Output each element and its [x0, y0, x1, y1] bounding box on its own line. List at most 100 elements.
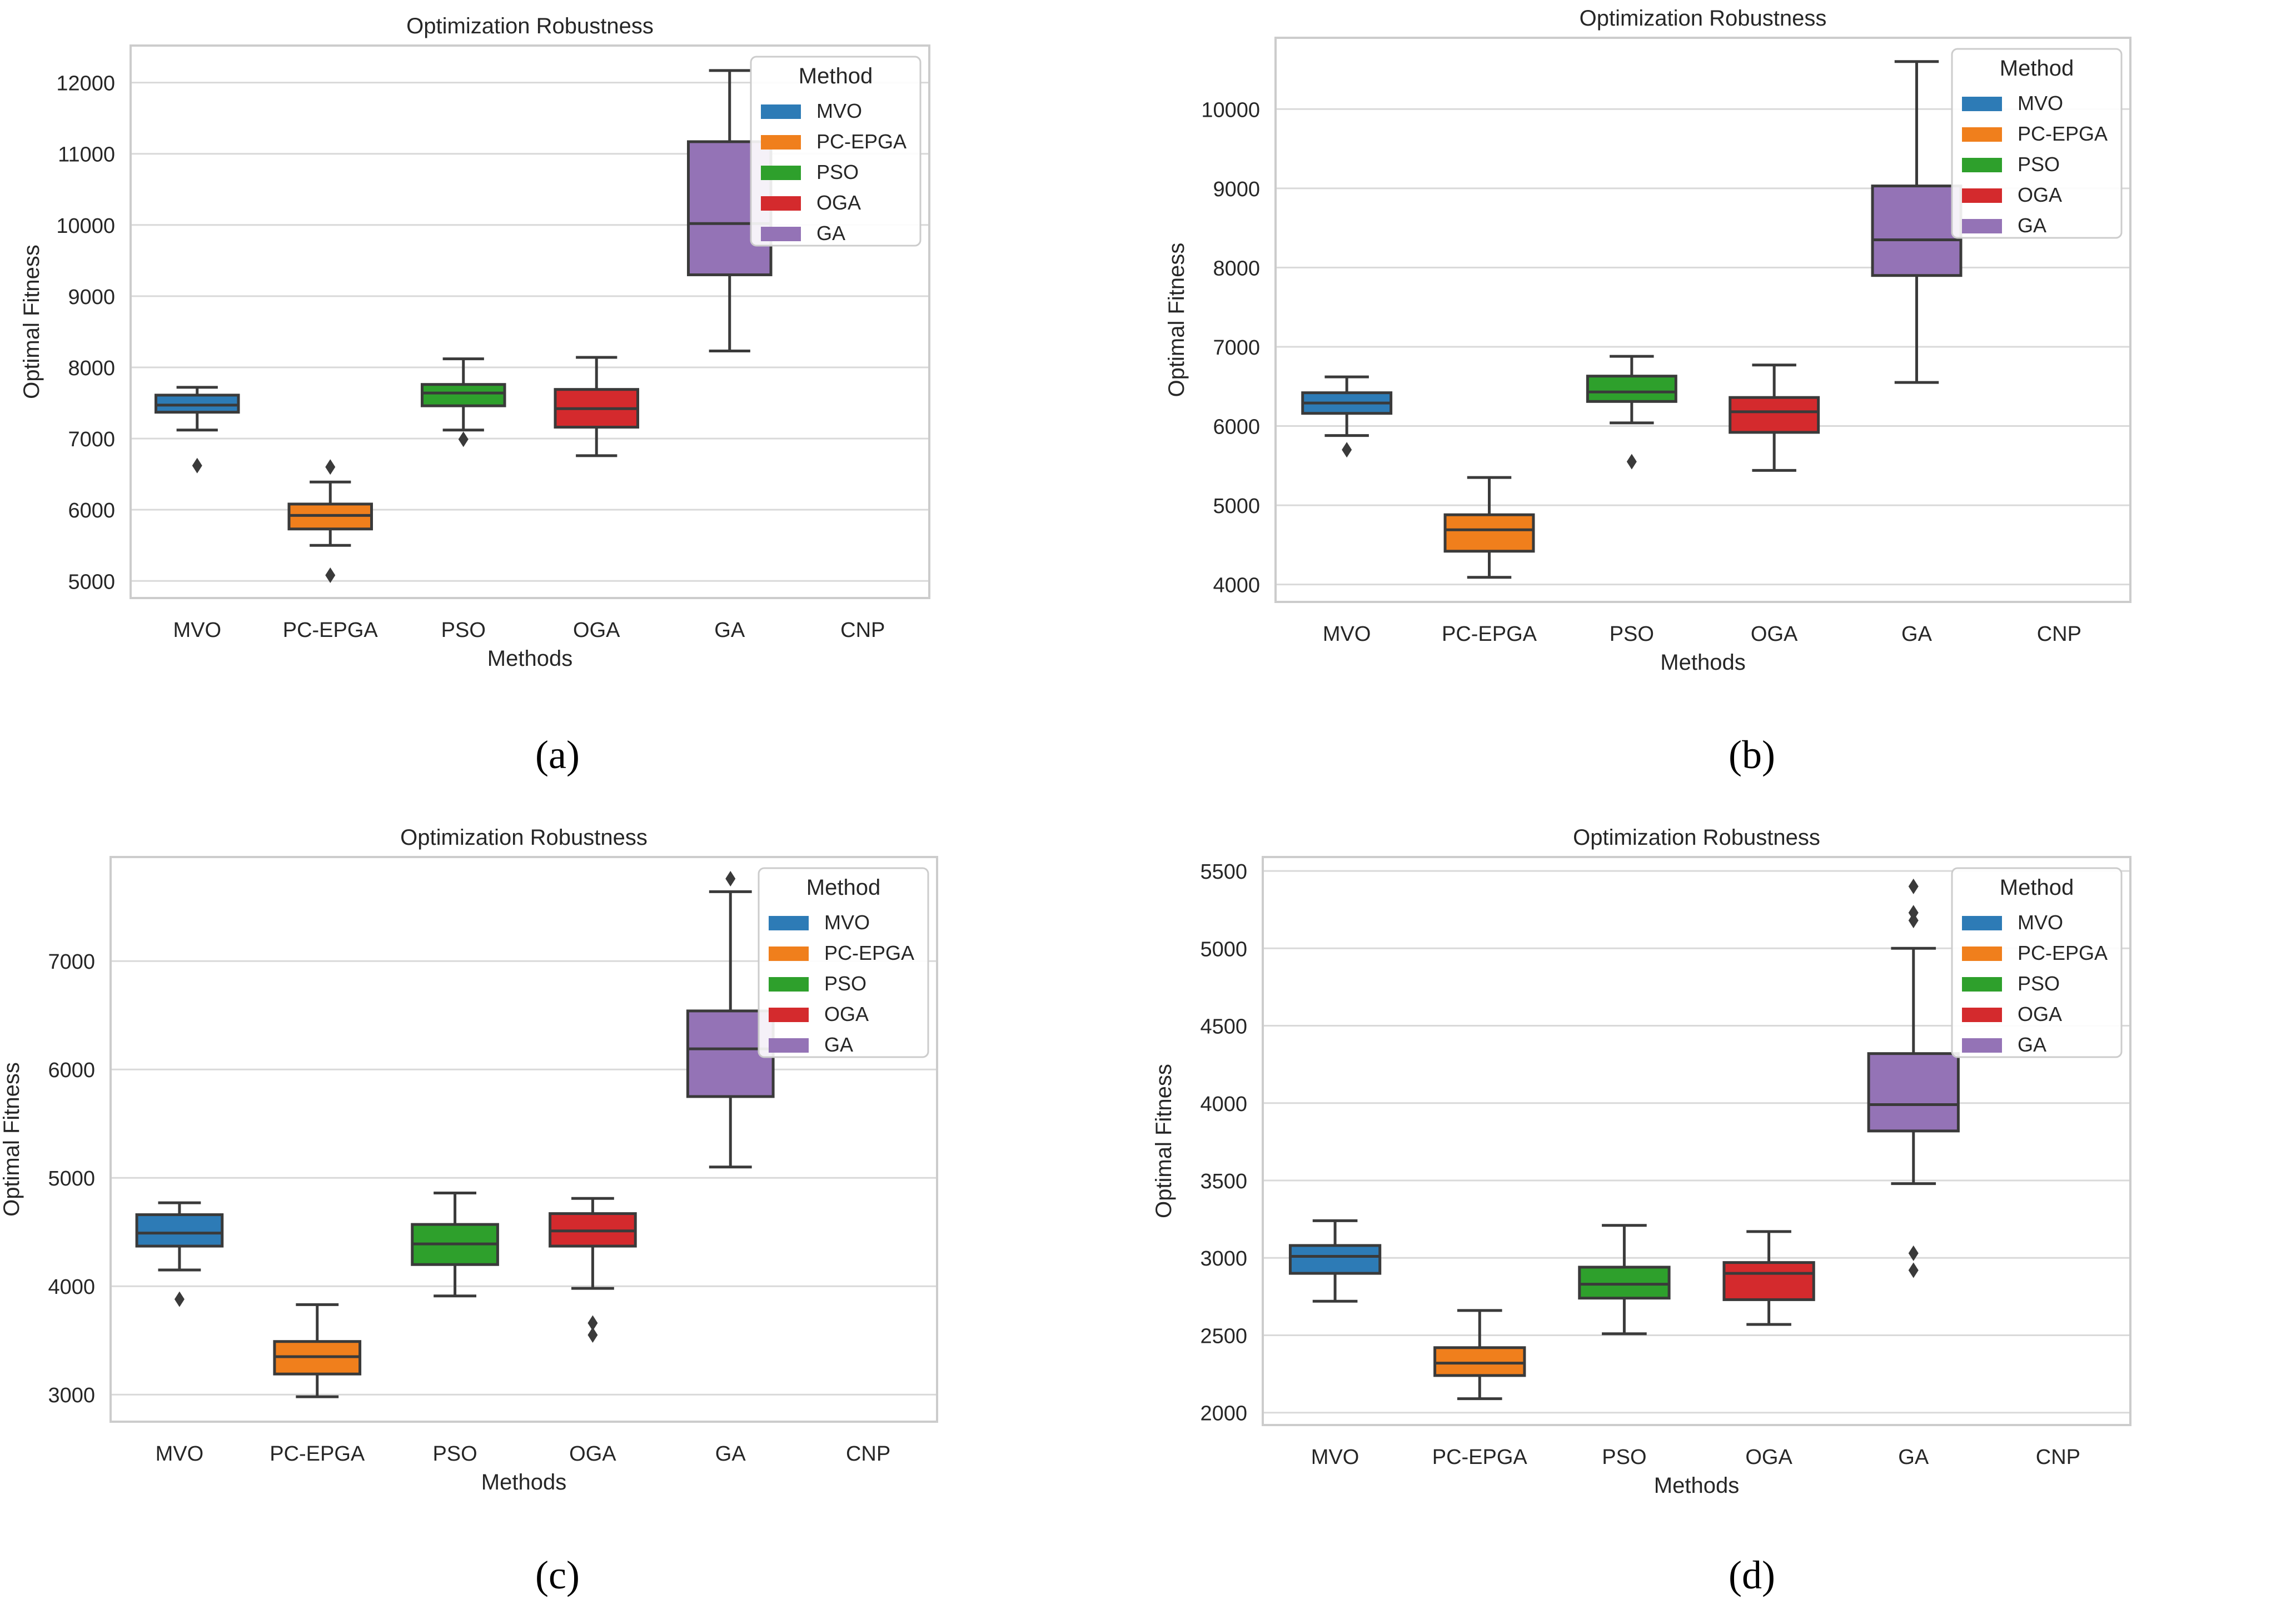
- legend-swatch-mvo: [1962, 916, 2002, 930]
- legend-title: Method: [799, 64, 873, 88]
- legend-label: MVO: [2018, 911, 2063, 934]
- chart-panel-c: 3000 4000 5000 6000 7000 MVO PC-EPGA PSO OGA GA CN…: [0, 825, 938, 1495]
- y-tick-label: 7000: [48, 950, 95, 974]
- legend-swatch-mvo: [761, 104, 801, 119]
- legend-title: Method: [806, 875, 880, 900]
- y-tick-label: 5000: [1213, 495, 1260, 518]
- x-tick-label: MVO: [156, 1442, 204, 1466]
- outlier-point: [587, 1315, 598, 1331]
- legend-label: PSO: [2018, 972, 2060, 995]
- box-pso: [1578, 1224, 1671, 1336]
- chart-panel-a: 5000 6000 7000 8000 9000 10000 11000 12000 MVO PC…: [19, 14, 930, 671]
- box-ga: [1871, 60, 1963, 384]
- legend-label: OGA: [824, 1003, 869, 1025]
- y-tick-label: 12000: [56, 72, 115, 96]
- y-tick-label: 9000: [68, 286, 115, 309]
- x-tick-label: MVO: [1311, 1446, 1359, 1469]
- legend-swatch-pc-epga: [761, 135, 801, 150]
- legend-swatch-ga: [761, 227, 801, 241]
- legend-label: PC-EPGA: [816, 130, 907, 153]
- box-mvo: [1288, 1219, 1382, 1303]
- box-pc-epga: [273, 1303, 362, 1398]
- outlier-point: [325, 567, 336, 584]
- y-tick-label: 4000: [1200, 1093, 1247, 1116]
- legend-label: PC-EPGA: [2018, 942, 2108, 964]
- y-tick-label: 5000: [1200, 938, 1247, 961]
- legend: Method MVO PC-EPGA PSO OGA GA: [758, 867, 929, 1058]
- chart-title: Optimization Robustness: [1580, 6, 1827, 31]
- x-tick-label: OGA: [573, 619, 620, 642]
- x-tick-label: OGA: [1745, 1446, 1792, 1469]
- legend-label: GA: [2018, 1033, 2046, 1056]
- legend-label: PC-EPGA: [824, 942, 914, 964]
- y-axis-label: Optimal Fitness: [1152, 1064, 1176, 1218]
- box-mvo: [1301, 375, 1393, 458]
- x-tick-label: GA: [1898, 1446, 1929, 1469]
- legend-label: PSO: [816, 161, 859, 183]
- y-tick-label: 6000: [68, 499, 115, 522]
- y-tick-label: 3000: [1200, 1247, 1247, 1271]
- outlier-point: [325, 459, 336, 475]
- y-tick-label: 10000: [1201, 98, 1260, 122]
- outlier-point: [1626, 454, 1637, 470]
- x-tick-label: CNP: [846, 1442, 890, 1466]
- legend-label: PSO: [2018, 153, 2060, 176]
- y-tick-label: 6000: [48, 1059, 95, 1082]
- legend-label: GA: [2018, 214, 2046, 237]
- legend-swatch-pso: [1962, 158, 2002, 172]
- iqr-box: [1288, 1244, 1382, 1275]
- outlier-point: [587, 1327, 598, 1343]
- iqr-box: [421, 383, 506, 407]
- y-tick-label: 5000: [48, 1167, 95, 1190]
- plot-frame: [1262, 856, 2131, 1426]
- legend-title: Method: [2000, 56, 2074, 81]
- iqr-box: [1722, 1261, 1815, 1301]
- legend-swatch-pso: [761, 166, 801, 180]
- x-tick-label: GA: [714, 619, 745, 642]
- box-oga: [554, 356, 639, 457]
- plot-frame: [1274, 37, 2131, 603]
- y-tick-label: 3500: [1200, 1170, 1247, 1193]
- y-tick-label: 8000: [68, 357, 115, 380]
- x-tick-label: GA: [715, 1442, 746, 1466]
- legend-label: MVO: [824, 911, 870, 934]
- legend-swatch-ga: [1962, 1038, 2002, 1053]
- x-tick-label: GA: [1901, 622, 1933, 646]
- box-mvo: [135, 1201, 224, 1307]
- legend-swatch-mvo: [1962, 97, 2002, 111]
- x-axis-label: Methods: [1660, 650, 1745, 675]
- box-pc-epga: [1433, 1309, 1526, 1401]
- caption-d: (d): [1729, 1553, 1775, 1597]
- iqr-box: [1433, 1346, 1526, 1377]
- y-tick-label: 11000: [58, 143, 115, 167]
- box-pc-epga: [287, 459, 373, 584]
- chart-panel-b: 4000 5000 6000 7000 8000 9000 10000 MVO PC-EPGA P…: [1164, 6, 2131, 675]
- y-tick-label: 2000: [1200, 1402, 1247, 1426]
- x-tick-label: PSO: [1610, 622, 1654, 646]
- box-pso: [1586, 355, 1677, 470]
- outlier-point: [1342, 442, 1352, 458]
- box-pso: [421, 357, 506, 447]
- box-mvo: [155, 386, 240, 474]
- outlier-point: [174, 1291, 185, 1307]
- x-tick-label: MVO: [173, 619, 221, 642]
- legend-label: GA: [816, 222, 845, 245]
- plot-frame: [109, 856, 938, 1423]
- iqr-box: [1871, 185, 1963, 277]
- x-tick-label: PC-EPGA: [270, 1442, 365, 1466]
- x-axis-label: Methods: [481, 1470, 566, 1495]
- legend-label: PC-EPGA: [2018, 122, 2108, 145]
- legend-swatch-ga: [769, 1038, 809, 1053]
- legend-swatch-pso: [769, 977, 809, 992]
- legend-label: MVO: [2018, 92, 2063, 114]
- outlier-point: [458, 431, 469, 447]
- legend-label: PSO: [824, 972, 866, 995]
- outlier-point: [1908, 1245, 1919, 1261]
- legend-swatch-mvo: [769, 916, 809, 930]
- legend-label: GA: [824, 1033, 853, 1056]
- y-tick-label: 2500: [1200, 1324, 1247, 1348]
- outlier-point: [725, 871, 736, 887]
- x-tick-label: PC-EPGA: [1442, 622, 1537, 646]
- x-axis-label: Methods: [487, 646, 572, 671]
